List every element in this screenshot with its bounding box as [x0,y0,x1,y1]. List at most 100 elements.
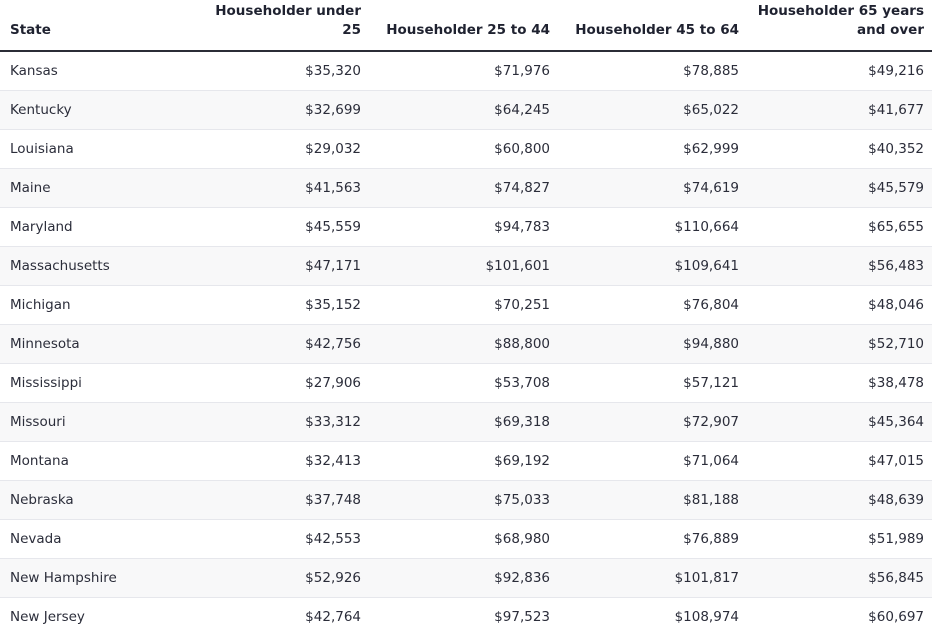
cell-under-25: $35,152 [182,285,369,325]
cell-65-and-over: $41,677 [747,90,932,130]
cell-state: New Jersey [10,608,85,625]
cell-65-and-over: $49,216 [747,51,932,91]
cell-under-25: $42,756 [182,324,369,364]
cell-25-to-44: $69,192 [369,441,558,481]
cell-45-to-64: $57,121 [558,363,747,403]
cell-65-and-over: $56,845 [747,558,932,598]
header-under-25[interactable]: Householder under 25 [182,0,369,52]
cell-45-to-64: $110,664 [558,207,747,247]
cell-45-to-64: $94,880 [558,324,747,364]
cell-state: Louisiana [0,129,182,169]
cell-under-25: $42,764 [305,608,361,625]
cell-under-25: $35,320 [182,51,369,91]
table-row: Maine $41,563 $74,827 $74,619 $45,579 [0,168,932,208]
cell-65-and-over: $47,015 [747,441,932,481]
cell-45-to-64: $65,022 [558,90,747,130]
table-row: Michigan $35,152 $70,251 $76,804 $48,046 [0,285,932,325]
cell-25-to-44: $71,976 [369,51,558,91]
table-header: State Householder under 25 Householder 2… [0,0,932,52]
cell-25-to-44: $74,827 [369,168,558,208]
table-row: Kansas $35,320 $71,976 $78,885 $49,216 [0,51,932,91]
cell-under-25: $32,413 [182,441,369,481]
cell-25-to-44: $101,601 [369,246,558,286]
cell-45-to-64: $76,889 [558,519,747,559]
cell-under-25: $37,748 [182,480,369,520]
cell-state: Nevada [0,519,182,559]
cell-65-and-over: $45,364 [747,402,932,442]
cell-state: Maine [0,168,182,208]
header-45-to-64[interactable]: Householder 45 to 64 [558,0,747,52]
cell-25-to-44: $64,245 [369,90,558,130]
cell-45-to-64: $101,817 [558,558,747,598]
cell-65-and-over: $60,697 [868,608,924,625]
header-row: State Householder under 25 Householder 2… [0,0,932,52]
cell-25-to-44: $92,836 [369,558,558,598]
header-65-and-over[interactable]: Householder 65 years and over [747,0,932,52]
cell-25-to-44: $60,800 [369,129,558,169]
cell-under-25: $32,699 [182,90,369,130]
table-body: Kansas $35,320 $71,976 $78,885 $49,216 Kentuc… [0,51,932,636]
cell-45-to-64: $62,999 [558,129,747,169]
cell-65-and-over: $38,478 [747,363,932,403]
cell-under-25: $29,032 [182,129,369,169]
cell-65-and-over: $51,989 [747,519,932,559]
cell-45-to-64: $108,974 [674,608,739,625]
cell-under-25: $47,171 [182,246,369,286]
cell-65-and-over: $48,046 [747,285,932,325]
cell-state: New Hampshire [0,558,182,598]
cell-65-and-over: $40,352 [747,129,932,169]
table-row: New Hampshire $52,926 $92,836 $101,817 $56,8… [0,558,932,598]
cell-state: Montana [0,441,182,481]
cell-65-and-over: $45,579 [747,168,932,208]
cell-25-to-44: $88,800 [369,324,558,364]
table-row: Missouri $33,312 $69,318 $72,907 $45,364 [0,402,932,442]
cell-45-to-64: $76,804 [558,285,747,325]
cell-under-25: $41,563 [182,168,369,208]
table-row: Louisiana $29,032 $60,800 $62,999 $40,352 [0,129,932,169]
table-row: Nevada $42,553 $68,980 $76,889 $51,989 [0,519,932,559]
cell-25-to-44: $97,523 [494,608,550,625]
cell-65-and-over: $52,710 [747,324,932,364]
cell-45-to-64: $71,064 [558,441,747,481]
cell-65-and-over: $56,483 [747,246,932,286]
cell-state: Mississippi [0,363,182,403]
cell-25-to-44: $75,033 [369,480,558,520]
table-row: Minnesota $42,756 $88,800 $94,880 $52,710 [0,324,932,364]
table-row: Maryland $45,559 $94,783 $110,664 $65,655 [0,207,932,247]
cell-state: Massachusetts [0,246,182,286]
cell-under-25: $42,553 [182,519,369,559]
cell-state: Maryland [0,207,182,247]
header-25-to-44[interactable]: Householder 25 to 44 [369,0,558,52]
cell-state: Missouri [0,402,182,442]
cell-45-to-64: $81,188 [558,480,747,520]
header-state[interactable]: State [0,0,182,52]
table-row: Montana $32,413 $69,192 $71,064 $47,015 [0,441,932,481]
cell-25-to-44: $70,251 [369,285,558,325]
cell-65-and-over: $48,639 [747,480,932,520]
cell-65-and-over: $65,655 [747,207,932,247]
cell-state: Nebraska [0,480,182,520]
cell-state: Kentucky [0,90,182,130]
table-row: New Jersey $42,764 $97,523 $108,974 $60,697 [0,597,932,636]
table-row: Massachusetts $47,171 $101,601 $109,641 $56,… [0,246,932,286]
table-row: Nebraska $37,748 $75,033 $81,188 $48,639 [0,480,932,520]
table-row: Kentucky $32,699 $64,245 $65,022 $41,677 [0,90,932,130]
cell-25-to-44: $53,708 [369,363,558,403]
cell-45-to-64: $78,885 [558,51,747,91]
cell-state: Michigan [0,285,182,325]
cell-under-25: $27,906 [182,363,369,403]
cell-under-25: $52,926 [182,558,369,598]
table-row: Mississippi $27,906 $53,708 $57,121 $38,478 [0,363,932,403]
cell-25-to-44: $68,980 [369,519,558,559]
cell-state: Minnesota [0,324,182,364]
cell-25-to-44: $69,318 [369,402,558,442]
cell-45-to-64: $72,907 [558,402,747,442]
cell-state: Kansas [0,51,182,91]
cell-under-25: $33,312 [182,402,369,442]
cell-45-to-64: $74,619 [558,168,747,208]
cell-45-to-64: $109,641 [558,246,747,286]
cell-25-to-44: $94,783 [369,207,558,247]
cell-under-25: $45,559 [182,207,369,247]
